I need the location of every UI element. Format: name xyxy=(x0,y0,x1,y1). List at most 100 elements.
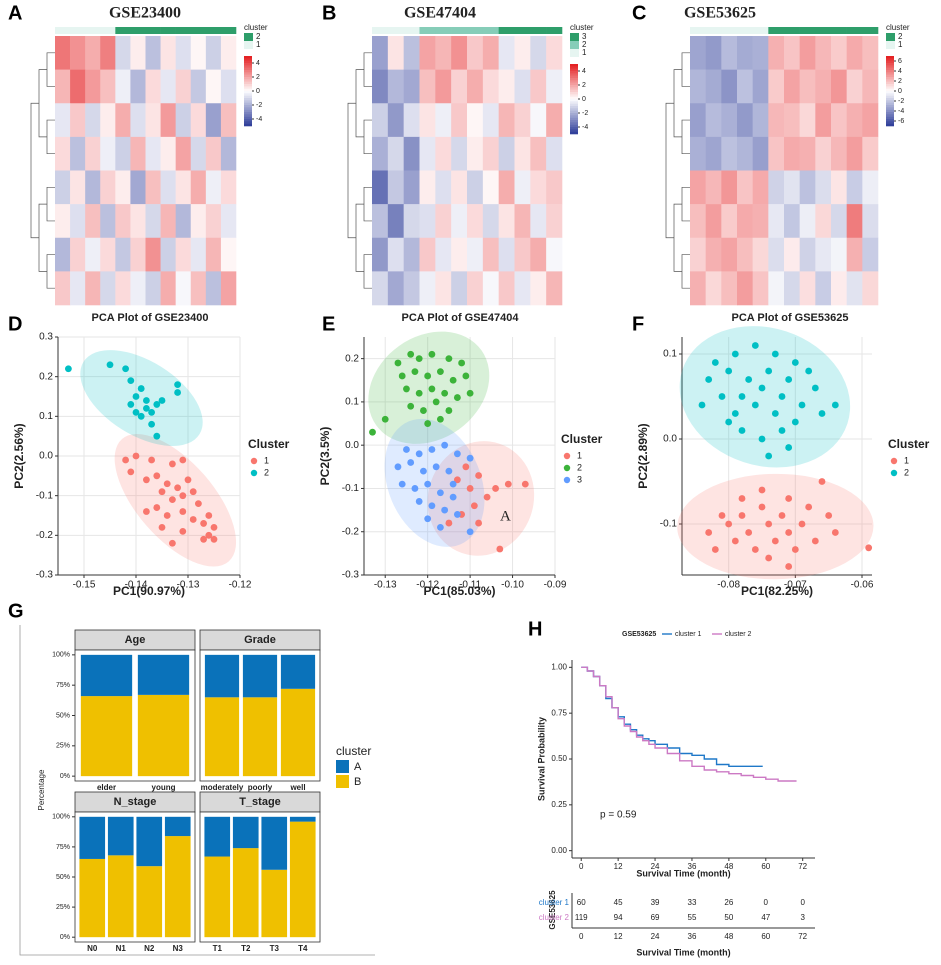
heatmap-cell xyxy=(482,271,499,306)
heatmap-cell xyxy=(752,204,769,239)
chart-title: PCA Plot of GSE23400 xyxy=(92,312,209,324)
dendrogram xyxy=(355,203,364,272)
point xyxy=(415,498,423,505)
bar-segment xyxy=(289,821,316,938)
x-tick-label: 48 xyxy=(724,862,733,871)
heatmap-cell xyxy=(419,204,436,239)
heatmap-cell xyxy=(862,204,879,239)
heatmap-cell xyxy=(372,237,389,272)
point xyxy=(424,515,432,523)
heatmap-cell xyxy=(130,271,146,306)
heatmap-cell xyxy=(419,136,436,171)
panel-letter: F xyxy=(632,313,644,335)
heatmap-cell xyxy=(721,204,738,239)
heatmap-cell xyxy=(403,170,420,205)
point xyxy=(174,389,182,396)
point xyxy=(466,389,474,397)
x-axis-label: Survival Time (month) xyxy=(636,868,730,878)
y-tick-label: 25% xyxy=(56,743,70,750)
heatmap-cell xyxy=(145,271,161,306)
heatmap-cell xyxy=(85,136,101,171)
point xyxy=(398,372,406,380)
heatmap-cell xyxy=(467,103,484,138)
cluster-annotation xyxy=(737,27,753,34)
heatmap-cell xyxy=(482,69,499,104)
heatmap-cell xyxy=(831,69,847,104)
heatmap-cell xyxy=(403,103,420,138)
heatmap-cell xyxy=(175,271,192,306)
heatmap-cell xyxy=(514,271,531,306)
point xyxy=(791,418,799,426)
point xyxy=(163,512,171,519)
point xyxy=(738,495,746,502)
y-tick-label: -0.1 xyxy=(36,490,54,501)
heatmap-cell xyxy=(85,271,101,306)
point xyxy=(731,410,739,417)
heatmap-cell xyxy=(372,103,389,138)
colorbar xyxy=(886,84,894,87)
point xyxy=(778,512,786,519)
colorbar xyxy=(244,109,252,113)
point xyxy=(424,372,432,380)
heatmap-cell xyxy=(145,36,161,70)
heatmap-cell xyxy=(546,204,563,239)
heatmap-cell xyxy=(831,204,847,239)
heatmap-cell xyxy=(831,103,847,138)
colorbar xyxy=(244,77,252,80)
heatmap-cell xyxy=(768,170,785,205)
point xyxy=(785,529,793,536)
point xyxy=(818,478,826,485)
point xyxy=(758,503,766,511)
point xyxy=(428,385,436,393)
legend-label: 2 xyxy=(577,462,582,472)
heatmap-cell xyxy=(160,36,176,70)
x-tick-label: -0.06 xyxy=(851,580,874,591)
y-axis-label: PC2(2.56%) xyxy=(12,423,26,488)
point xyxy=(158,488,166,496)
colorbar xyxy=(244,70,252,73)
point xyxy=(424,480,432,488)
point xyxy=(771,410,779,417)
heatmap-cell xyxy=(175,170,192,205)
table-x-tick-label: 36 xyxy=(688,932,697,941)
heatmap-cell xyxy=(530,36,547,70)
heatmap-cell xyxy=(403,237,420,272)
point xyxy=(705,376,713,383)
heatmap-cell xyxy=(435,237,452,272)
heatmap-cell xyxy=(70,103,86,138)
colorbar xyxy=(570,99,578,102)
heatmap-cell xyxy=(372,170,389,205)
heatmap-cell xyxy=(220,271,237,306)
heatmap-cell xyxy=(467,204,484,239)
bar-segment xyxy=(80,654,133,697)
heatmap-cell xyxy=(768,69,785,104)
point xyxy=(798,520,806,528)
point xyxy=(445,355,453,363)
heatmap-cell xyxy=(831,136,847,171)
point xyxy=(798,401,806,409)
dendrogram xyxy=(355,69,364,138)
colorbar xyxy=(570,127,578,130)
heatmap-cell xyxy=(115,271,131,306)
point xyxy=(428,446,436,453)
y-tick-label: 0% xyxy=(60,773,70,780)
point xyxy=(179,508,187,515)
heatmap-cell xyxy=(55,204,71,239)
colorbar xyxy=(886,107,894,110)
colorbar xyxy=(886,65,894,68)
table-x-tick-label: 24 xyxy=(651,932,660,941)
colorbar xyxy=(886,123,894,127)
bar-segment xyxy=(232,816,259,849)
heatmap-cell xyxy=(160,136,176,171)
point xyxy=(158,524,166,531)
heatmap-cell xyxy=(752,69,769,104)
heatmap-cell xyxy=(100,103,116,138)
cluster-annotation xyxy=(175,27,192,34)
point xyxy=(437,524,444,531)
cluster-annotation xyxy=(690,27,706,34)
point xyxy=(437,415,444,423)
table-cell: 26 xyxy=(724,898,733,907)
heatmap-cell xyxy=(372,69,389,104)
table-cell: 60 xyxy=(577,898,586,907)
legend-label: cluster 2 xyxy=(725,631,752,638)
